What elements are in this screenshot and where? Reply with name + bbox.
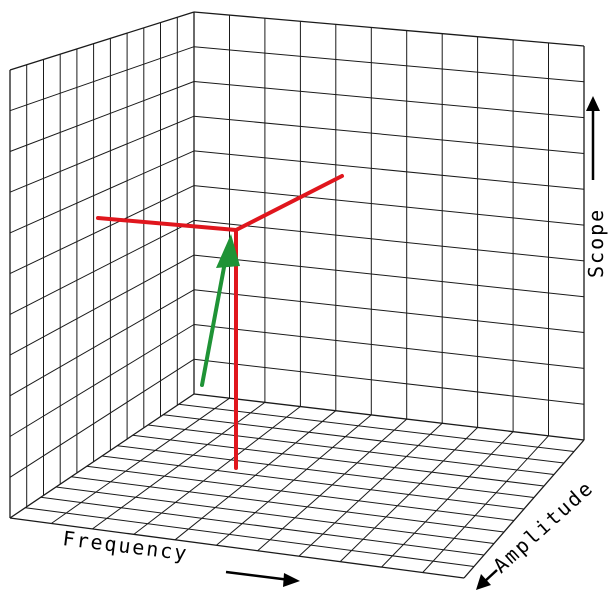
- floor-width-line: [381, 431, 514, 568]
- floor-width-line: [422, 435, 549, 573]
- outline-edge: [463, 439, 585, 579]
- floor-width-line: [92, 401, 266, 530]
- floor-depth-line: [178, 403, 575, 452]
- left-wall-horizontal-line: [9, 46, 195, 112]
- floor-depth-line: [71, 476, 505, 533]
- amplitude-label: Amplitude: [488, 475, 598, 577]
- floor-depth-line: [132, 434, 545, 487]
- back-wall-horizontal-line: [193, 358, 585, 405]
- left-wall-horizontal-line: [9, 289, 195, 397]
- frequency-label: Frequency: [61, 526, 189, 565]
- red-axes: [96, 174, 344, 470]
- floor-depth-line: [25, 507, 475, 567]
- red-axis-left: [96, 216, 238, 232]
- left-wall-horizontal-line: [9, 358, 195, 478]
- green-vector: [200, 234, 240, 387]
- outline-edge: [9, 11, 195, 71]
- scope-label: Scope: [584, 208, 608, 278]
- grid-outline: [9, 11, 585, 579]
- floor-width-line: [298, 422, 443, 557]
- back-wall-horizontal-line: [193, 185, 585, 226]
- floor-depth-line: [147, 424, 555, 475]
- back-wall-horizontal-line: [193, 46, 585, 83]
- grid-lines: [9, 15, 585, 573]
- left-wall-horizontal-line: [9, 254, 195, 356]
- floor-depth-line: [40, 496, 485, 556]
- back-wall-horizontal-line: [193, 324, 585, 369]
- floor-depth-line: [55, 486, 495, 544]
- floor-depth-line: [163, 414, 565, 464]
- back-wall-horizontal-line: [193, 219, 585, 262]
- frequency-arrow-shaft: [225, 570, 291, 582]
- floor-width-line: [133, 406, 301, 535]
- floor-width-line: [257, 418, 408, 552]
- red-axis-right: [234, 174, 344, 232]
- floor-width-line: [51, 397, 230, 524]
- scope-arrow-icon: [586, 96, 600, 111]
- floor-depth-line: [101, 455, 525, 510]
- floor-width-line: [216, 414, 372, 546]
- floor-width-line: [339, 427, 478, 562]
- floor-depth-line: [86, 465, 515, 521]
- amplitude-arrow-icon: [476, 574, 491, 590]
- left-wall-horizontal-line: [9, 115, 195, 193]
- left-wall-horizontal-line: [9, 150, 195, 234]
- back-wall-horizontal-line: [193, 81, 585, 119]
- outline-edge: [193, 393, 585, 441]
- back-wall-horizontal-line: [193, 254, 585, 298]
- outline-edge: [9, 517, 465, 579]
- back-wall-horizontal-line: [193, 289, 585, 333]
- outline-edge: [193, 11, 585, 47]
- left-wall-horizontal-line: [9, 219, 195, 315]
- back-wall-horizontal-line: [193, 150, 585, 190]
- left-wall-horizontal-line: [9, 81, 195, 152]
- left-wall-horizontal-line: [9, 185, 195, 275]
- scope-label-group: Scope: [584, 96, 608, 278]
- floor-depth-line: [117, 445, 535, 498]
- left-wall-horizontal-line: [9, 324, 195, 437]
- back-wall-horizontal-line: [193, 115, 585, 154]
- frequency-arrow-icon: [283, 573, 300, 587]
- green-vector-arrowhead-icon: [216, 234, 240, 268]
- floor-width-line: [174, 410, 337, 541]
- green-vector-shaft: [200, 260, 227, 387]
- outline-edge: [9, 393, 195, 519]
